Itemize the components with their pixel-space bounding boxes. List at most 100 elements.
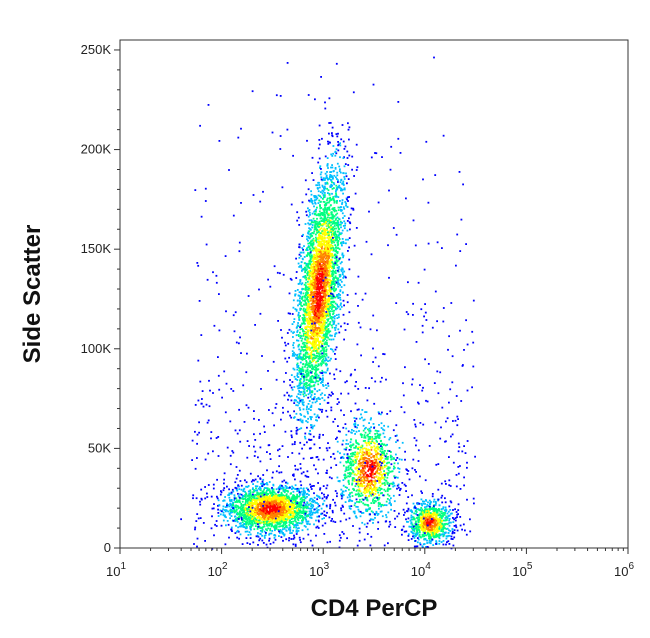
event-point: [287, 505, 290, 508]
event-point: [298, 348, 301, 351]
event-point: [313, 413, 316, 416]
event-point: [281, 501, 283, 503]
event-point: [316, 316, 319, 319]
event-point: [228, 505, 231, 508]
event-point: [306, 297, 308, 300]
event-point: [342, 225, 345, 227]
event-point: [244, 513, 247, 516]
event-point: [274, 496, 277, 499]
event-point: [327, 336, 329, 339]
event-point: [314, 295, 317, 298]
event-point: [327, 264, 330, 266]
event-point: [321, 271, 324, 273]
event-point: [282, 533, 285, 535]
event-point: [255, 514, 258, 516]
event-point: [342, 180, 345, 183]
event-point: [272, 484, 275, 487]
event-point: [327, 325, 330, 327]
event-point: [320, 196, 323, 199]
event-point: [285, 504, 288, 507]
event-point: [302, 537, 305, 540]
event-point: [328, 241, 331, 244]
event-point: [296, 490, 299, 492]
event-point: [271, 488, 274, 491]
event-point: [277, 505, 279, 508]
event-point: [325, 348, 328, 351]
event-point: [299, 350, 302, 353]
event-point: [327, 216, 329, 219]
event-point: [251, 488, 254, 491]
event-point: [251, 513, 254, 516]
event-point: [311, 280, 314, 282]
event-point: [308, 408, 310, 410]
event-point: [263, 530, 266, 533]
event-point: [270, 510, 273, 513]
event-point: [347, 164, 350, 166]
event-point: [259, 489, 262, 492]
event-point: [352, 91, 355, 94]
event-point: [307, 215, 310, 218]
event-point: [246, 542, 249, 544]
event-point: [309, 392, 311, 394]
event-point: [321, 137, 323, 140]
event-point: [325, 364, 328, 367]
event-point: [329, 229, 332, 232]
event-point: [298, 428, 301, 430]
event-point: [279, 496, 282, 499]
event-point: [231, 504, 234, 507]
event-point: [225, 524, 227, 527]
event-point: [312, 501, 315, 503]
event-point: [308, 499, 311, 502]
event-point: [279, 499, 282, 502]
event-point: [321, 192, 324, 195]
event-point: [308, 335, 311, 337]
event-point: [244, 503, 247, 506]
event-point: [253, 528, 256, 531]
event-point: [326, 240, 329, 242]
event-point: [245, 521, 248, 523]
event-point: [311, 513, 314, 516]
event-point: [334, 284, 336, 286]
event-point: [311, 277, 314, 280]
event-point: [244, 497, 247, 500]
event-point: [250, 495, 253, 498]
event-point: [335, 195, 338, 198]
event-point: [255, 487, 257, 490]
event-point: [259, 527, 262, 529]
event-point: [284, 341, 286, 344]
event-point: [316, 340, 318, 342]
event-point: [244, 479, 246, 482]
event-point: [337, 277, 340, 280]
event-point: [307, 210, 310, 212]
event-point: [315, 239, 317, 242]
event-point: [245, 513, 248, 516]
event-point: [281, 506, 283, 508]
event-point: [329, 281, 332, 283]
event-point: [298, 357, 301, 360]
event-point: [320, 353, 322, 355]
event-point: [320, 168, 322, 170]
event-point: [247, 516, 250, 519]
event-point: [283, 498, 286, 500]
event-point: [306, 342, 308, 345]
event-point: [278, 486, 280, 489]
event-point: [263, 535, 266, 537]
event-point: [248, 501, 251, 504]
event-point: [272, 502, 274, 505]
event-point: [271, 491, 274, 494]
event-point: [247, 490, 250, 493]
event-point: [326, 208, 328, 211]
event-point: [323, 510, 326, 513]
event-point: [307, 294, 310, 296]
event-point: [306, 528, 309, 531]
event-point: [242, 526, 245, 528]
event-point: [253, 490, 256, 493]
event-point: [306, 139, 308, 142]
event-point: [315, 419, 317, 421]
event-point: [320, 217, 323, 219]
event-point: [326, 303, 329, 305]
event-point: [300, 399, 303, 402]
event-point: [243, 520, 246, 523]
event-point: [247, 510, 249, 513]
event-point: [317, 266, 320, 269]
